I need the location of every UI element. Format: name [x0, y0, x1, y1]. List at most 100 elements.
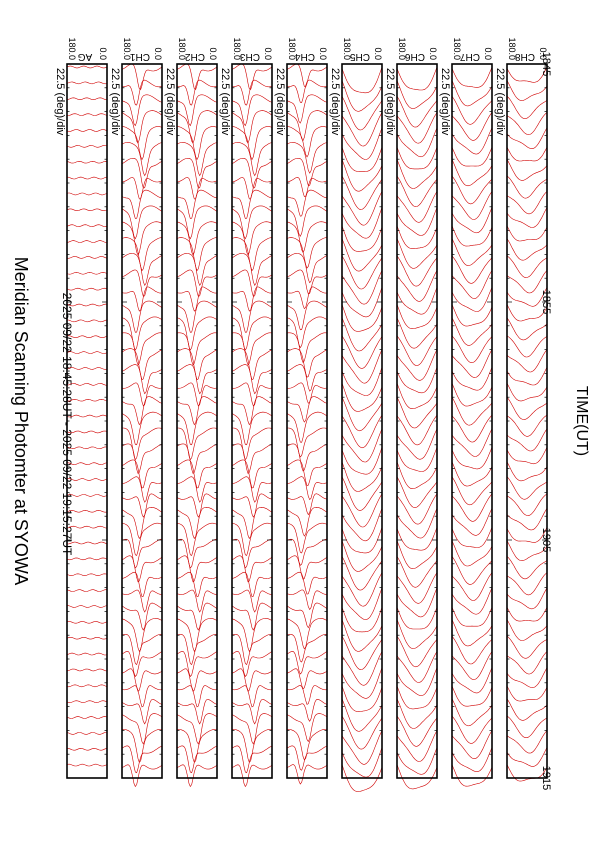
scan-trace: [66, 589, 107, 592]
panel-frame: [396, 63, 438, 779]
scan-trace: [506, 428, 548, 452]
scan-trace: [121, 332, 163, 366]
scan-trace: [506, 476, 548, 500]
scan-trace: [176, 476, 218, 503]
scan-trace: [341, 80, 383, 112]
scan-trace: [396, 476, 438, 508]
scan-trace: [231, 396, 273, 426]
scan-trace: [286, 745, 328, 771]
scan-trace: [506, 715, 548, 738]
scan-trace: [66, 97, 108, 101]
scan-trace: [66, 557, 108, 561]
scan-trace: [66, 541, 108, 545]
scan-trace: [396, 159, 438, 189]
scan-trace: [341, 607, 383, 633]
scan-trace: [121, 668, 163, 692]
scan-trace: [451, 651, 493, 680]
scan-trace: [66, 335, 108, 338]
scan-trace: [176, 699, 218, 725]
scan-trace: [341, 493, 383, 528]
scan-trace: [396, 191, 438, 223]
scan-trace: [66, 303, 108, 307]
scan-trace: [176, 459, 218, 489]
scan-trace: [451, 556, 493, 585]
scan-trace: [66, 271, 108, 275]
scan-trace: [176, 555, 218, 583]
scan-trace: [396, 715, 438, 747]
scan-trace: [506, 747, 548, 767]
scan-trace: [231, 142, 273, 177]
scan-trace: [176, 634, 217, 665]
scan-trace: [66, 129, 108, 132]
scan-trace: [396, 587, 438, 618]
scan-trace: [396, 382, 438, 409]
scan-trace: [66, 732, 107, 735]
scan-trace: [506, 207, 548, 228]
scan-trace: [341, 367, 383, 396]
scan-trace: [451, 446, 493, 470]
scan-trace: [231, 476, 273, 503]
scan-trace: [66, 446, 108, 450]
scan-trace: [176, 237, 218, 272]
scan-trace: [176, 126, 218, 161]
scan-trace: [396, 730, 438, 762]
scan-trace: [231, 348, 273, 381]
scan-trace: [341, 476, 383, 511]
scan-trace: [176, 506, 218, 540]
scan-trace: [506, 446, 548, 465]
angle-tick-label: 0.0: [428, 47, 438, 60]
scale-label: 22.5 (deg)/div: [439, 68, 451, 136]
scan-trace: [176, 764, 218, 788]
scan-trace: [176, 110, 218, 144]
scan-trace: [286, 286, 327, 310]
angle-tick-label: 180.0: [287, 37, 297, 60]
scan-trace: [341, 651, 383, 686]
scan-trace: [341, 349, 383, 384]
scan-trace: [396, 287, 438, 315]
scale-label: 22.5 (deg)/div: [164, 68, 176, 136]
scan-trace: [286, 269, 328, 295]
scan-trace: [286, 237, 328, 269]
scan-trace: [286, 589, 328, 611]
scan-trace: [396, 80, 438, 109]
scan-trace: [506, 382, 548, 402]
scan-trace: [451, 476, 493, 506]
scan-trace: [506, 587, 548, 610]
scan-trace: [506, 414, 548, 437]
scan-trace: [506, 238, 548, 261]
scan-trace: [341, 587, 383, 620]
scan-trace: [231, 618, 273, 653]
scan-trace: [451, 587, 493, 615]
angle-tick-label: 180.0: [67, 37, 77, 60]
scan-trace: [451, 255, 493, 284]
scan-trace: [231, 316, 273, 351]
scan-trace: [286, 126, 328, 158]
scan-trace: [506, 225, 548, 242]
scan-trace: [121, 589, 163, 613]
angle-tick-label: 0.0: [98, 47, 108, 60]
scan-trace: [286, 571, 328, 595]
scan-trace: [396, 508, 438, 539]
scan-trace: [121, 493, 163, 518]
scan-trace: [451, 747, 493, 772]
scan-trace: [66, 192, 108, 196]
channel-label: CH7: [460, 51, 480, 62]
scan-trace: [231, 555, 273, 583]
scan-trace: [451, 95, 493, 125]
scan-trace: [66, 747, 108, 751]
scan-trace: [176, 286, 217, 312]
scan-trace: [506, 80, 548, 101]
scan-trace: [341, 414, 383, 449]
scan-trace: [122, 427, 163, 461]
scan-trace: [451, 396, 493, 426]
scan-trace: [176, 269, 218, 297]
scan-trace: [231, 538, 273, 569]
scan-trace: [231, 713, 273, 745]
scan-trace: [451, 146, 493, 167]
scan-trace: [451, 461, 493, 487]
scan-trace: [66, 478, 108, 481]
scan-trace: [396, 698, 438, 729]
